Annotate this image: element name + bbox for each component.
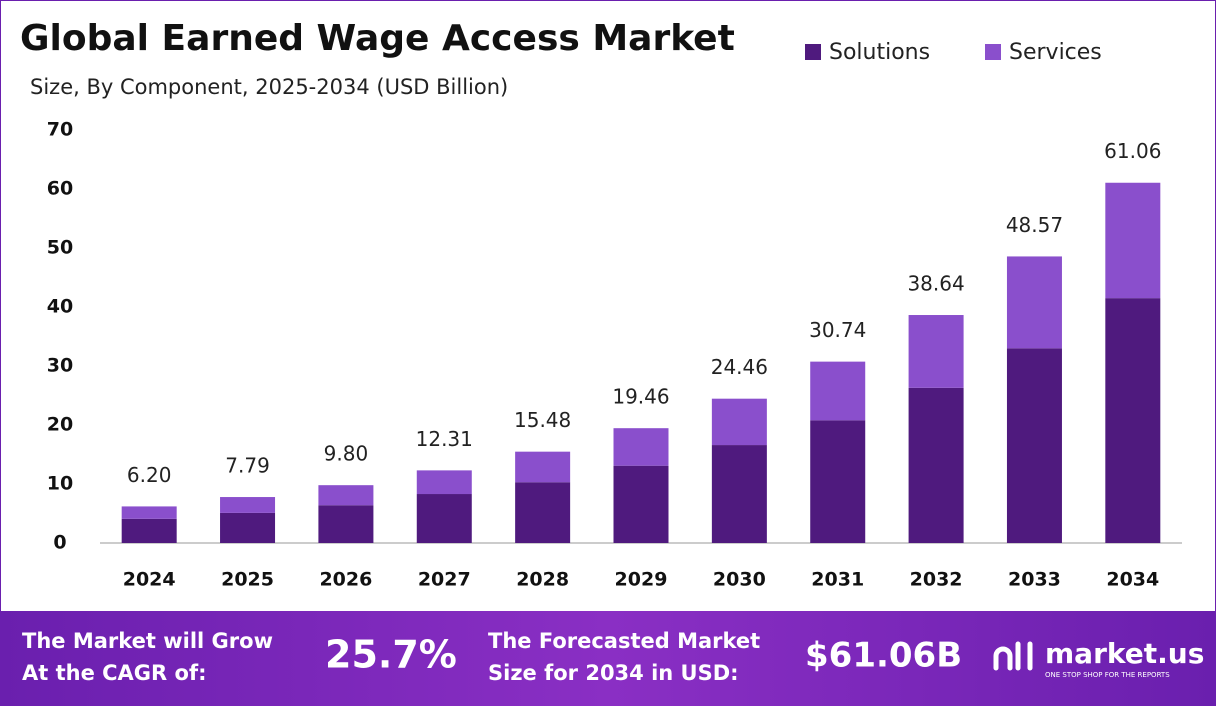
y-tick-label: 30 [47, 355, 73, 377]
bar-segment [1105, 298, 1161, 543]
legend-label: Solutions [829, 40, 930, 65]
chart-title: Global Earned Wage Access Market [20, 18, 735, 59]
x-tick-label: 2026 [319, 569, 372, 591]
brand-logo [993, 641, 1033, 671]
total-label: 24.46 [711, 355, 768, 379]
x-tick-label: 2031 [811, 569, 864, 591]
y-tick-label: 60 [47, 178, 73, 200]
bar-segment [711, 445, 767, 543]
bar-segment [711, 398, 767, 446]
bar-segment [1006, 348, 1062, 543]
total-label: 6.20 [127, 463, 172, 487]
bar-segment [613, 465, 669, 543]
brand: market.us [1045, 637, 1204, 670]
bar-segment [1105, 182, 1161, 299]
bar-segment [220, 512, 276, 543]
bar-segment [416, 470, 472, 495]
x-tick-label: 2027 [418, 569, 471, 591]
legend-label: Services [1009, 40, 1102, 65]
y-tick-label: 0 [53, 532, 66, 554]
x-tick-label: 2028 [516, 569, 569, 591]
total-label: 12.31 [416, 427, 473, 451]
footer-band [0, 611, 1216, 706]
x-tick-label: 2032 [910, 569, 963, 591]
footer-value: 25.7% [325, 633, 457, 677]
bar-segment [1006, 256, 1062, 349]
total-label: 7.79 [225, 454, 270, 478]
total-label: 61.06 [1104, 139, 1161, 163]
legend-swatch [805, 44, 821, 60]
x-tick-label: 2029 [615, 569, 668, 591]
y-tick-label: 40 [47, 296, 73, 318]
total-label: 9.80 [324, 442, 369, 466]
bar-segment [810, 420, 866, 543]
footer-value: $61.06B [805, 636, 962, 676]
x-tick-label: 2030 [713, 569, 766, 591]
total-label: 19.46 [612, 385, 669, 409]
bar-segment [220, 497, 276, 513]
total-label: 38.64 [907, 272, 964, 296]
bar-segment [613, 428, 669, 466]
y-tick-label: 70 [47, 119, 73, 141]
x-tick-label: 2034 [1106, 569, 1159, 591]
brand-tagline: ONE STOP SHOP FOR THE REPORTS [1045, 671, 1170, 679]
total-label: 30.74 [809, 318, 866, 342]
y-tick-label: 10 [47, 473, 73, 495]
chart-subtitle: Size, By Component, 2025-2034 (USD Billi… [30, 75, 508, 99]
x-tick-label: 2033 [1008, 569, 1061, 591]
bar-segment [416, 494, 472, 543]
bar-segment [515, 451, 571, 483]
bar-segment [810, 361, 866, 421]
bar-segment [318, 485, 374, 506]
bar-segment [908, 315, 964, 388]
y-tick-label: 20 [47, 414, 73, 436]
footer-label: The Forecasted Market [488, 629, 760, 653]
footer-label: The Market will Grow [22, 629, 273, 653]
legend-swatch [985, 44, 1001, 60]
bar-segment [515, 482, 571, 543]
bar-segment [908, 387, 964, 543]
bar-segment [121, 506, 177, 519]
footer-label: At the CAGR of: [22, 661, 207, 685]
bar-segment [318, 505, 374, 543]
y-tick-label: 50 [47, 237, 73, 259]
total-label: 15.48 [514, 408, 571, 432]
x-tick-label: 2025 [221, 569, 274, 591]
bar-segment [121, 518, 177, 543]
total-label: 48.57 [1006, 213, 1063, 237]
footer-label: Size for 2034 in USD: [488, 661, 739, 685]
x-tick-label: 2024 [123, 569, 176, 591]
